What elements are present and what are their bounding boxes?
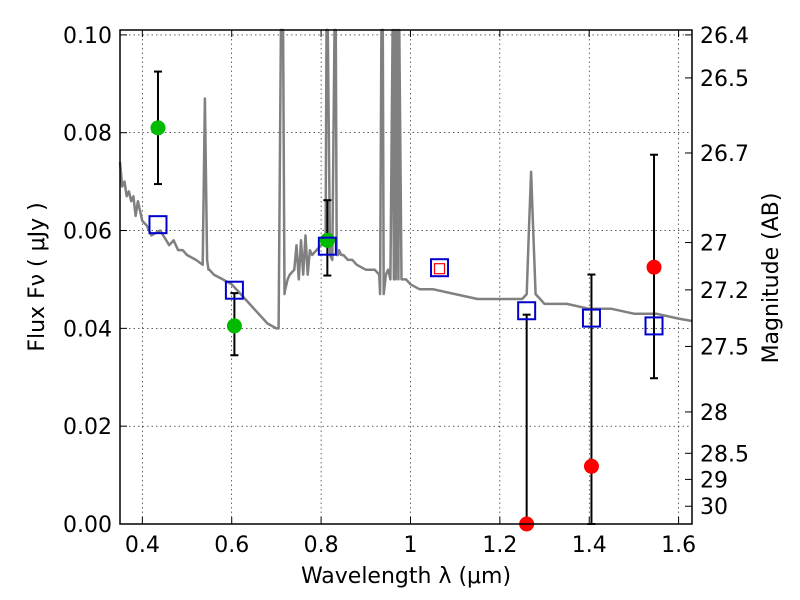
model-square [224,280,244,300]
y-tick-label: 0.06 [63,220,112,245]
model-square [317,236,337,256]
limit-square [433,263,446,275]
error-bars [153,70,659,525]
model-square [430,258,450,278]
x-tick-label: 0.6 [214,533,249,558]
model-square [517,301,537,321]
magnitude-tick-label: 26.4 [700,24,749,49]
magnitude-tick-label: 28 [700,401,728,426]
y-tick-labels: 0.00 0.02 0.04 0.06 0.08 0.10 [63,24,112,538]
magnitude-tick-label: 27.2 [700,279,749,304]
x-tick-label: 1.2 [482,533,517,558]
right-axis-label: Magnitude (AB) [759,193,784,364]
x-axis-label: Wavelength λ (μm) [301,564,511,589]
spectrum-line [118,28,693,330]
y-tick-label: 0.10 [63,24,112,49]
x-tick-labels: 0.4 0.6 0.8 1 1.2 1.4 1.6 [125,533,696,558]
x-tick-label: 0.4 [125,533,160,558]
flux-point [583,458,599,474]
data-markers [148,120,664,532]
model-sed-spectrum [118,28,693,330]
flux-point [319,232,335,248]
plot-frame [119,29,693,525]
flux-point [226,318,242,334]
magnitude-tick-label: 27 [700,232,728,257]
model-square [148,215,168,235]
x-tick-label: 1 [403,533,417,558]
y-tick-label: 0.02 [63,415,112,440]
y-tick-label: 0.08 [63,122,112,147]
y-axis-label: Flux Fν ( μJy ) [25,202,50,351]
tick-marks [120,30,692,525]
y-tick-label: 0.00 [63,513,112,538]
magnitude-tick-label: 26.5 [700,67,749,92]
x-tick-label: 0.8 [304,533,339,558]
model-square [644,316,664,336]
flux-point [150,120,166,136]
flux-point [646,259,662,275]
x-tick-label: 1.6 [661,533,696,558]
x-tick-label: 1.4 [572,533,607,558]
magnitude-tick-label: 27.5 [700,335,749,360]
y-tick-label: 0.04 [63,317,112,342]
magnitude-tick-label: 29 [700,468,728,493]
magnitude-tick-label: 28.5 [700,442,749,467]
model-square [581,308,601,328]
magnitude-tick-label: 26.7 [700,142,749,167]
magnitude-tick-label: 30 [700,495,728,520]
